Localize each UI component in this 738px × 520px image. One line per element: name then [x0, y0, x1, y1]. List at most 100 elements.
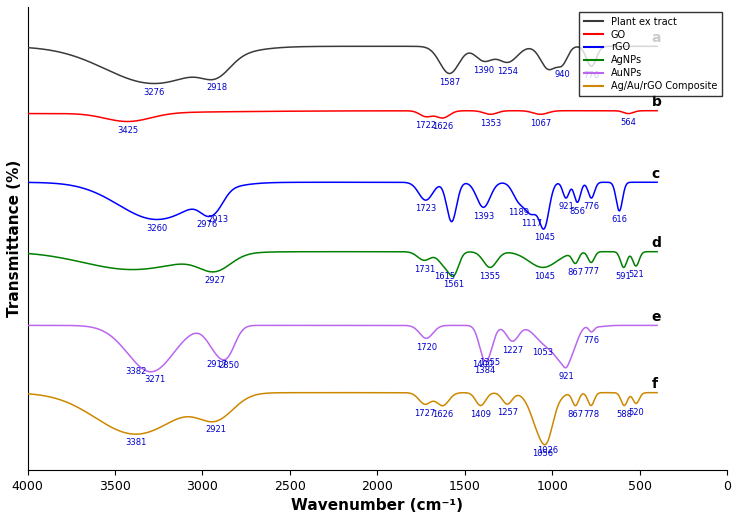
Text: 1353: 1353	[480, 119, 501, 127]
Ag/Au/rGO Composite	[306, 389, 314, 396]
Text: 521: 521	[628, 270, 644, 279]
AuNPs	[146, 369, 155, 375]
AuNPs	[261, 322, 269, 329]
Line: AuNPs: AuNPs	[27, 326, 657, 372]
Y-axis label: Transmittance (%): Transmittance (%)	[7, 160, 22, 317]
AuNPs	[173, 345, 182, 352]
Text: 3381: 3381	[125, 438, 146, 447]
Ag/Au/rGO Composite	[652, 389, 661, 396]
Text: 1723: 1723	[415, 204, 436, 213]
AgNPs	[261, 249, 269, 255]
Ag/Au/rGO Composite	[23, 391, 32, 397]
Text: 1727: 1727	[415, 409, 435, 418]
Text: 591: 591	[615, 272, 632, 281]
AuNPs	[331, 322, 339, 329]
GO	[306, 108, 314, 114]
Text: 1355: 1355	[480, 272, 500, 281]
Text: 1045: 1045	[534, 233, 555, 242]
Text: 1626: 1626	[432, 410, 453, 419]
Text: 1257: 1257	[497, 408, 518, 418]
Plant ex tract	[176, 76, 184, 82]
Plant ex tract	[150, 81, 159, 87]
Text: 2976: 2976	[196, 220, 217, 229]
rGO	[641, 179, 650, 186]
AgNPs	[448, 273, 457, 279]
Plant ex tract	[23, 45, 32, 51]
Ag/Au/rGO Composite	[261, 391, 269, 397]
Text: 1722: 1722	[415, 121, 436, 130]
Text: 1731: 1731	[414, 265, 435, 274]
Text: 1720: 1720	[415, 343, 437, 352]
Text: 588: 588	[616, 410, 632, 419]
AuNPs	[652, 322, 661, 329]
Text: 2917: 2917	[207, 360, 227, 369]
Plant ex tract	[261, 46, 269, 53]
Line: Ag/Au/rGO Composite: Ag/Au/rGO Composite	[27, 393, 657, 445]
X-axis label: Wavenumber (cm⁻¹): Wavenumber (cm⁻¹)	[292, 498, 463, 513]
GO	[648, 108, 657, 114]
Text: 1409: 1409	[470, 410, 491, 419]
Plant ex tract	[173, 77, 182, 83]
Text: 616: 616	[611, 215, 627, 224]
AgNPs	[173, 261, 182, 267]
GO	[123, 119, 132, 125]
GO	[261, 108, 269, 114]
Text: 1626: 1626	[432, 122, 453, 132]
Ag/Au/rGO Composite	[540, 441, 549, 448]
rGO	[173, 212, 182, 218]
Text: 3271: 3271	[145, 375, 165, 384]
Ag/Au/rGO Composite	[173, 416, 182, 422]
Text: 1053: 1053	[532, 348, 554, 357]
AuNPs	[23, 322, 32, 329]
AgNPs	[652, 249, 661, 255]
AgNPs	[306, 249, 314, 255]
Text: 1254: 1254	[497, 67, 518, 76]
Text: 1587: 1587	[439, 78, 460, 87]
Text: 2918: 2918	[206, 83, 227, 92]
AgNPs	[23, 250, 32, 256]
Text: 2913: 2913	[207, 215, 228, 224]
Text: 1384: 1384	[475, 366, 496, 374]
Text: f: f	[652, 377, 658, 391]
AuNPs	[648, 322, 657, 329]
Text: 1117: 1117	[521, 219, 542, 228]
GO	[170, 110, 179, 116]
AuNPs	[176, 342, 184, 348]
Plant ex tract	[652, 43, 661, 49]
Plant ex tract	[648, 43, 657, 49]
Line: Plant ex tract: Plant ex tract	[27, 46, 657, 84]
AgNPs	[169, 262, 178, 268]
Text: 2927: 2927	[204, 276, 226, 285]
Text: e: e	[652, 310, 661, 324]
Ag/Au/rGO Composite	[648, 389, 657, 396]
Text: 520: 520	[628, 408, 644, 417]
Text: 921: 921	[558, 202, 574, 211]
GO	[652, 108, 661, 114]
GO	[23, 110, 32, 116]
Text: 1393: 1393	[473, 212, 494, 220]
AgNPs	[648, 249, 657, 255]
Text: 3425: 3425	[117, 126, 139, 135]
rGO	[306, 179, 314, 186]
Text: 776: 776	[583, 202, 599, 211]
rGO	[169, 213, 178, 219]
Legend: Plant ex tract, GO, rGO, AgNPs, AuNPs, Ag/Au/rGO Composite: Plant ex tract, GO, rGO, AgNPs, AuNPs, A…	[579, 12, 723, 96]
Text: 2850: 2850	[218, 361, 239, 370]
Text: 1026: 1026	[537, 446, 558, 455]
Plant ex tract	[306, 44, 314, 50]
Text: 940: 940	[555, 70, 570, 79]
Text: 776: 776	[583, 71, 599, 80]
Text: 1400: 1400	[472, 360, 493, 369]
Line: AgNPs: AgNPs	[27, 252, 657, 276]
Text: 1561: 1561	[444, 280, 465, 289]
rGO	[539, 226, 548, 232]
Text: 1045: 1045	[534, 271, 555, 281]
Line: GO: GO	[27, 111, 657, 122]
Text: d: d	[652, 236, 662, 250]
Text: 3260: 3260	[146, 224, 168, 233]
Ag/Au/rGO Composite	[176, 415, 184, 421]
Text: 778: 778	[583, 410, 599, 419]
Text: 777: 777	[583, 267, 599, 276]
Text: 867: 867	[568, 268, 584, 277]
Text: c: c	[652, 167, 660, 181]
